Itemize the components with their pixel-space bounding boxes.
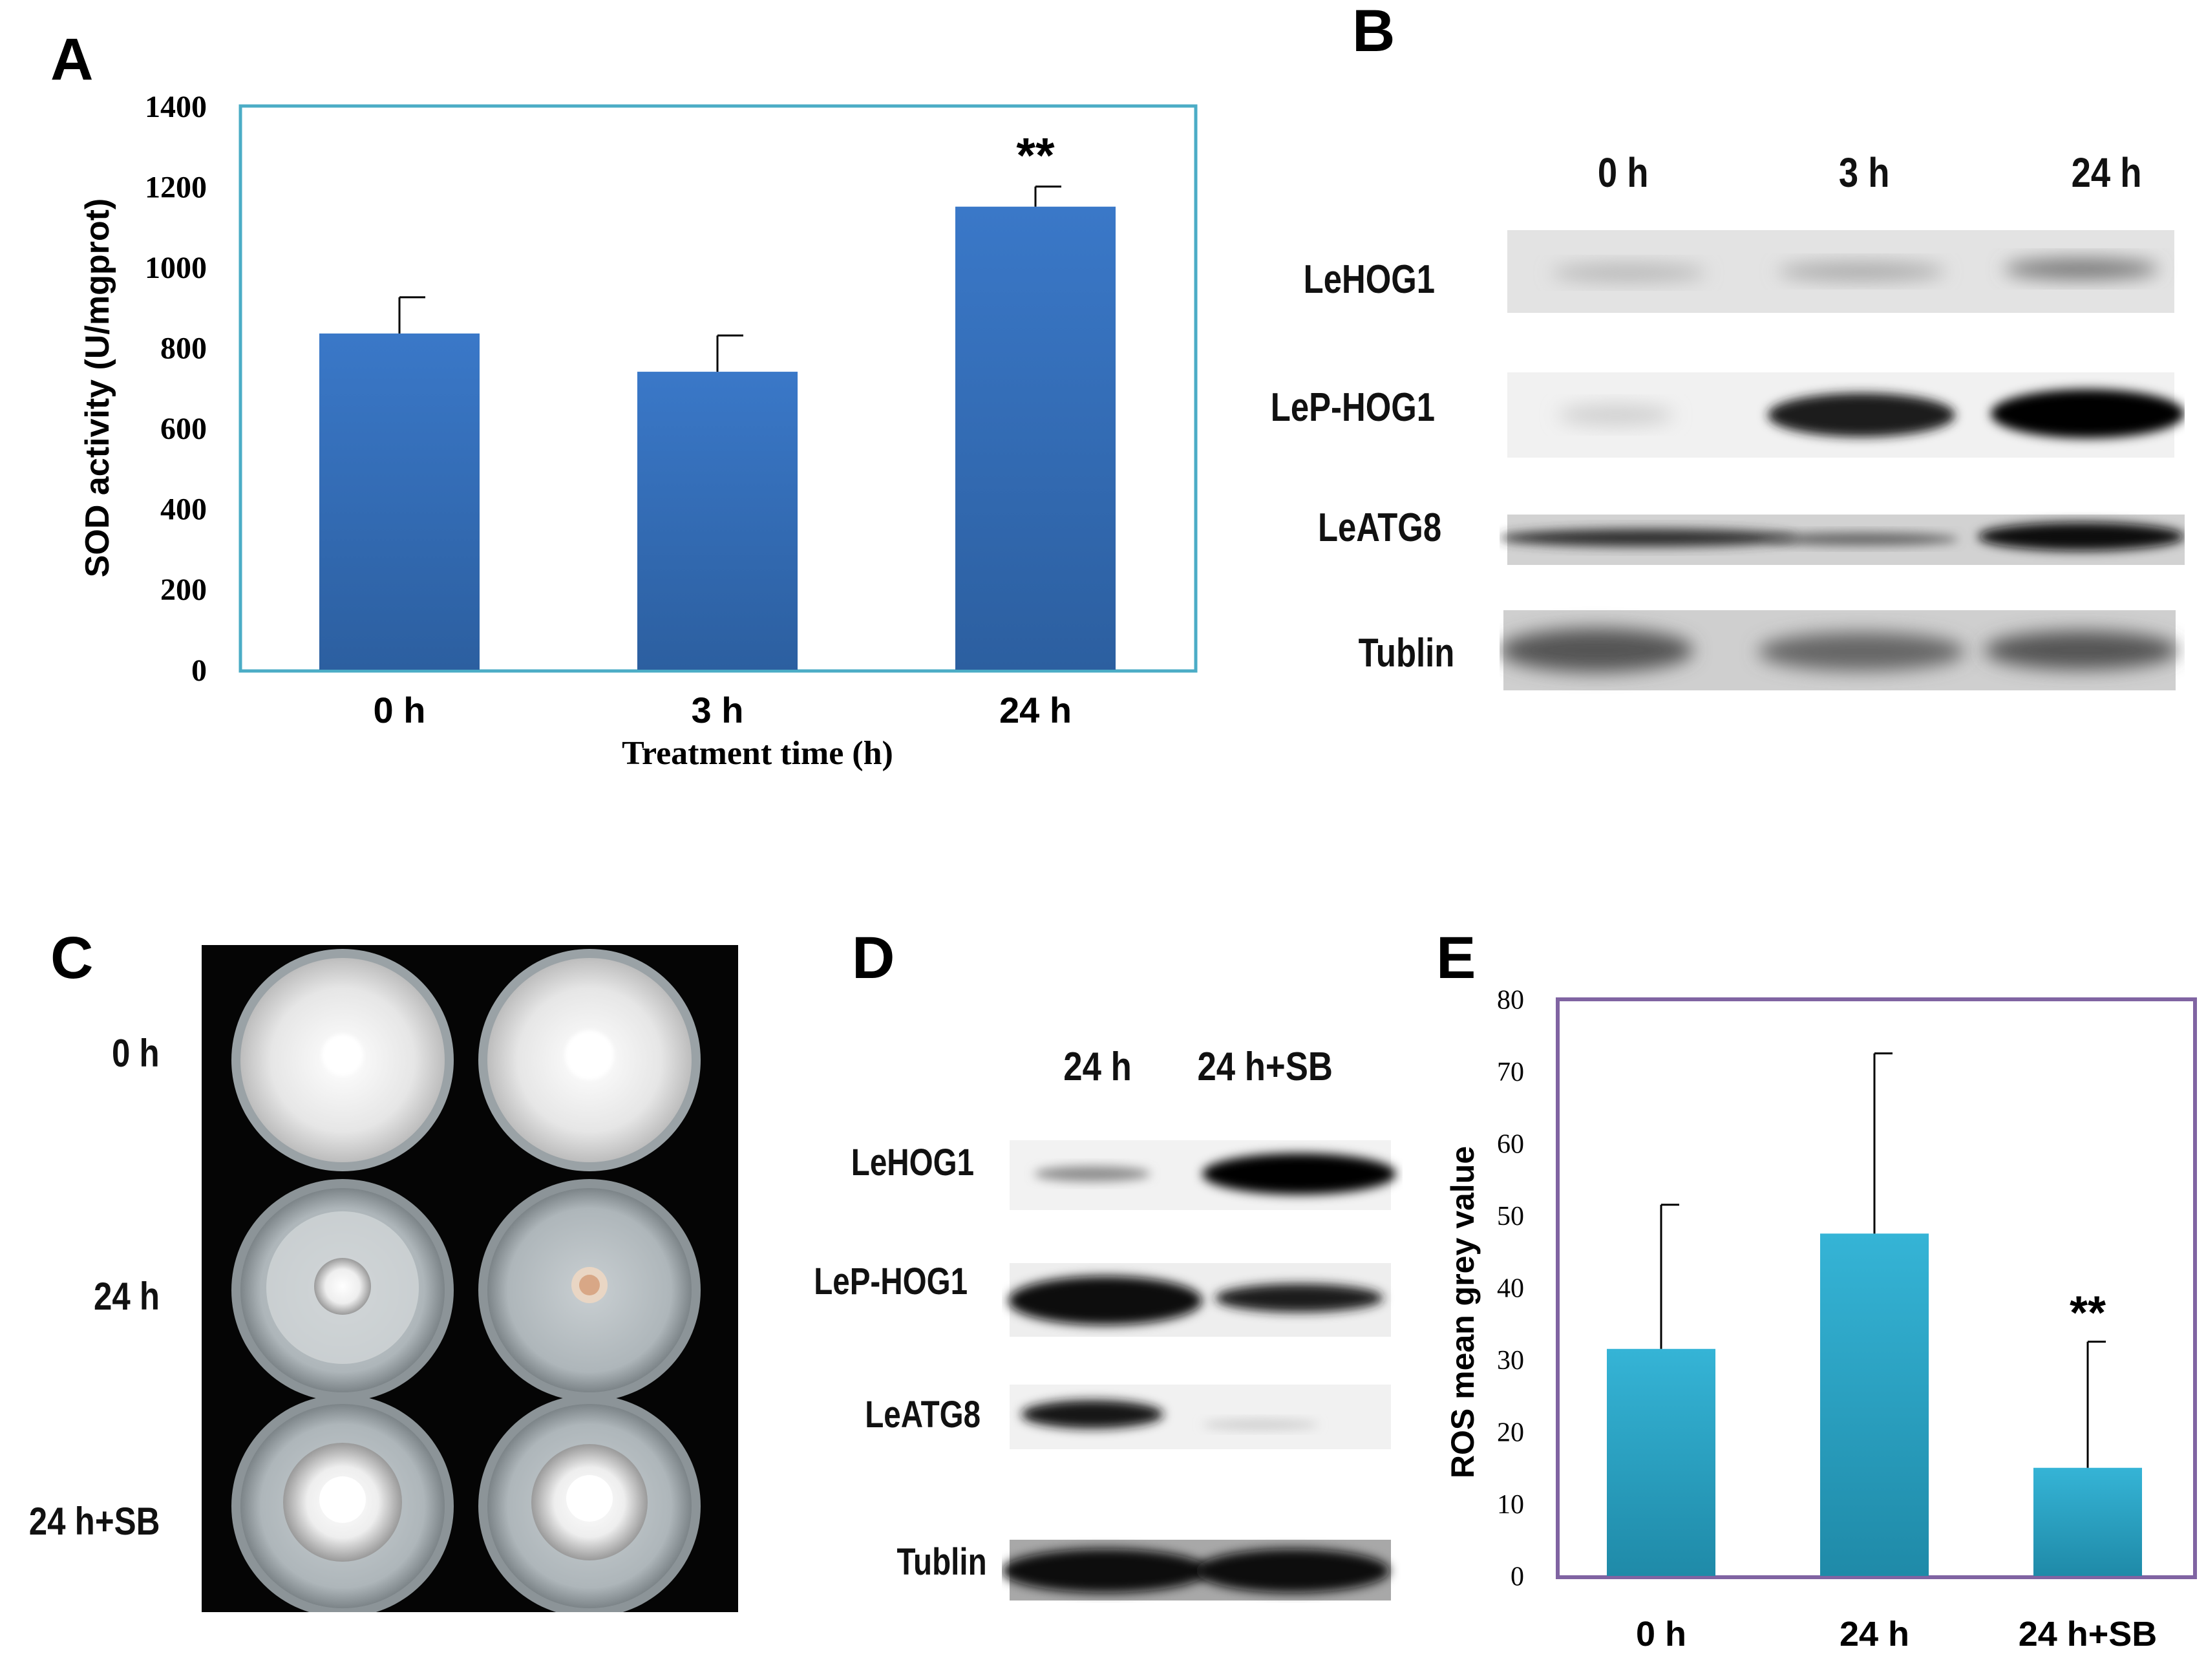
blot-b-band-leatg8-24h	[1978, 522, 2185, 551]
dish-0h-left	[231, 949, 454, 1171]
blot-d-band-leatg8-24h	[1021, 1400, 1163, 1429]
dish-0h-right	[478, 949, 701, 1171]
blot-d-lane-24h: 24 h	[1063, 1045, 1132, 1089]
blot-b-lane-3h: 3 h	[1838, 149, 1890, 196]
blot-b-band-lep-hog1-24h	[1991, 389, 2185, 438]
blot-b-band-lehog1-3h	[1777, 262, 1946, 281]
blot-d-row-tublin: Tublin	[896, 1541, 987, 1583]
chartA-ytick-label: 1200	[145, 170, 207, 204]
chart-e-ylabel: ROS mean grey value	[1445, 1146, 1481, 1478]
chartA-xtick-label: 24 h	[999, 690, 1072, 730]
chartA-xtick-label: 0 h	[374, 690, 426, 730]
chartA-ytick-label: 200	[160, 573, 207, 607]
blot-b-image	[1500, 230, 2185, 690]
blot-d-band-tublin-24h-sb	[1196, 1549, 1390, 1593]
chartA-bar	[955, 206, 1116, 670]
panel-letter-d: D	[852, 925, 895, 991]
chartE-bar	[2033, 1467, 2142, 1576]
dish-24h-left	[231, 1179, 454, 1401]
blot-d-band-lehog1-24h-sb	[1202, 1153, 1396, 1195]
blot-d-band-lep-hog1-24h	[1008, 1276, 1202, 1325]
chartA-ytick-label: 400	[160, 493, 207, 527]
blot-d-band-tublin-24h	[1002, 1549, 1209, 1593]
chartE-bar	[1820, 1233, 1929, 1576]
blot-b-band-lep-hog1-0h	[1558, 405, 1674, 425]
dish-24h-sb-right	[478, 1395, 701, 1612]
blot-b-lane-24h: 24 h	[2071, 149, 2142, 196]
blot-b-row-tublin: Tublin	[1358, 631, 1454, 675]
chartE-significance-mark: **	[2070, 1288, 2106, 1339]
blot-d-band-leatg8-24h-sb	[1202, 1419, 1319, 1430]
chartA-frame	[239, 104, 1198, 673]
blot-b-band-tublin-24h	[1984, 631, 2178, 670]
dish-row-label-24h: 24 h	[93, 1275, 160, 1318]
blot-d-row-lehog1: LeHOG1	[851, 1142, 974, 1184]
chartA-ytick-label: 1000	[145, 251, 207, 285]
chartE-frame	[1556, 997, 2197, 1579]
chartA-significance-mark: **	[1016, 129, 1055, 184]
blot-d-band-lehog1-24h	[1034, 1166, 1151, 1182]
chartE-ytick-label: 30	[1497, 1346, 1524, 1376]
chartE-xtick-label: 0 h	[1636, 1615, 1686, 1653]
chartE-ytick-label: 10	[1497, 1490, 1524, 1520]
blot-b-band-tublin-0h	[1500, 628, 1693, 672]
blot-b-band-tublin-3h	[1758, 632, 1965, 671]
chart-a-xlabel: Treatment time (h)	[622, 735, 893, 772]
chartA-bar	[637, 372, 798, 670]
chartA-ytick-label: 1400	[145, 90, 207, 124]
chartA-ytick-label: 600	[160, 412, 207, 446]
blot-b-band-lehog1-24h	[2004, 259, 2159, 279]
chartE-xtick-label: 24 h	[1840, 1615, 1909, 1653]
blot-d-band-lep-hog1-24h-sb	[1215, 1284, 1383, 1312]
blot-d-lane-24h-sb: 24 h+SB	[1197, 1045, 1333, 1089]
blot-d-image	[1002, 1140, 1396, 1600]
blot-b-band-lep-hog1-3h	[1768, 393, 1955, 437]
blot-d-row-leatg8: LeATG8	[865, 1394, 981, 1436]
blot-b-row-lep-hog1: LeP-HOG1	[1270, 385, 1435, 430]
blot-b-band-leatg8-0h	[1500, 529, 1797, 547]
chart-a-ylabel: SOD activity (U/mgprot)	[79, 198, 116, 578]
chartE-ytick-label: 20	[1497, 1418, 1524, 1448]
ros-grey-value-chart: 0 10 20 30 40 50 60 70 80 ** 0 h 24 h 24 h+SB ROS …	[1445, 986, 2197, 1653]
panel-letter-a: A	[50, 27, 94, 92]
chartA-bar	[319, 333, 480, 670]
panel-letter-e: E	[1436, 925, 1476, 991]
blot-b-band-lehog1-0h	[1551, 264, 1706, 282]
blot-b-row-leatg8: LeATG8	[1317, 505, 1441, 550]
blot-b-row-lehog1: LeHOG1	[1303, 257, 1435, 302]
dish-24h-sb-left	[231, 1395, 454, 1612]
chartA-xtick-label: 3 h	[692, 690, 744, 730]
panel-letter-c: C	[50, 925, 94, 991]
chartA-ytick-label: 0	[191, 654, 207, 688]
chartE-ytick-label: 60	[1497, 1130, 1524, 1160]
dish-row-label-24h-sb: 24 h+SB	[28, 1500, 160, 1543]
chartE-xtick-label: 24 h+SB	[2019, 1615, 2158, 1653]
chartE-ytick-label: 40	[1497, 1274, 1524, 1304]
dish-image	[202, 945, 738, 1612]
chartE-ytick-label: 0	[1511, 1562, 1524, 1592]
chartE-bar	[1607, 1348, 1715, 1576]
blot-d-row-lep-hog1: LeP-HOG1	[814, 1260, 968, 1303]
dish-row-label-0h: 0 h	[112, 1032, 160, 1075]
chartE-ytick-label: 50	[1497, 1202, 1524, 1231]
blot-b-band-leatg8-3h	[1765, 533, 1958, 546]
chartA-ytick-label: 800	[160, 332, 207, 366]
chartE-ytick-label: 70	[1497, 1058, 1524, 1087]
chartE-ytick-label: 80	[1497, 986, 1524, 1015]
panel-letter-b: B	[1352, 0, 1395, 64]
blot-b-lane-0h: 0 h	[1597, 149, 1649, 196]
dish-24h-right	[478, 1179, 701, 1401]
